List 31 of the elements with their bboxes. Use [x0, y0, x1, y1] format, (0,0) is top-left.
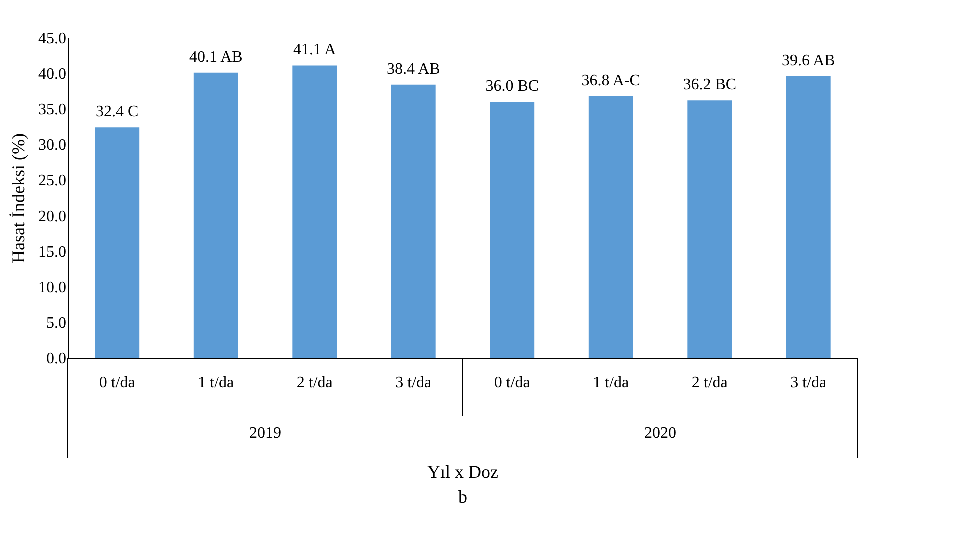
text: 2020	[644, 425, 676, 442]
y-tick-label: 20.0	[38, 208, 66, 226]
x-tick-label: 1 t/da	[198, 374, 234, 392]
x-tick-label: 3 t/da	[396, 374, 432, 392]
data-label: 41.1 A	[294, 42, 337, 59]
x-tick-label: 0 t/da	[494, 374, 530, 392]
y-tick-label: 25.0	[38, 172, 66, 190]
text: 2019	[250, 425, 282, 442]
data-label: 39.6 AB	[782, 52, 836, 70]
y-tick-label: 10.0	[38, 279, 66, 296]
data-label: 36.2 BC	[683, 76, 737, 94]
y-tick-label: 0.0	[46, 350, 66, 368]
x-tick-label: 3 t/da	[790, 374, 827, 392]
text: b	[458, 487, 468, 507]
x-tick-label: 2 t/da	[692, 374, 728, 392]
y-tick-label: 40.0	[38, 66, 66, 84]
data-label: 40.1 AB	[189, 48, 243, 66]
y-axis-title: Hasat İndeksi (%)	[8, 134, 28, 264]
y-tick-label: 30.0	[38, 137, 66, 154]
x-tick-label: 2 t/da	[296, 374, 333, 392]
y-tick-label: 5.0	[46, 314, 66, 332]
y-tick-label: 45.0	[38, 30, 66, 48]
data-label: 38.4 AB	[386, 60, 440, 78]
x-tick-label: 0 t/da	[99, 374, 136, 392]
x-axis-title: Yıl x Doz	[428, 462, 498, 482]
y-tick-label: 35.0	[38, 102, 66, 119]
x-tick-label: 1 t/da	[593, 374, 630, 392]
data-label: 36.8 A-C	[582, 72, 640, 90]
y-tick-label: 15.0	[38, 244, 66, 261]
data-label: 36.0 BC	[486, 78, 540, 95]
data-label: 32.4 C	[96, 104, 139, 121]
